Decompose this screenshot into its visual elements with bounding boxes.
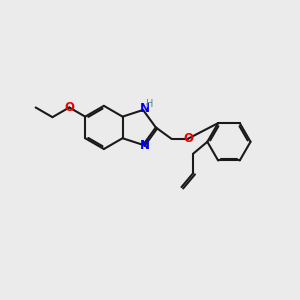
Text: N: N — [140, 103, 150, 116]
Text: O: O — [64, 101, 74, 114]
Text: N: N — [140, 140, 150, 152]
Text: O: O — [183, 132, 193, 145]
Text: H: H — [146, 99, 153, 109]
